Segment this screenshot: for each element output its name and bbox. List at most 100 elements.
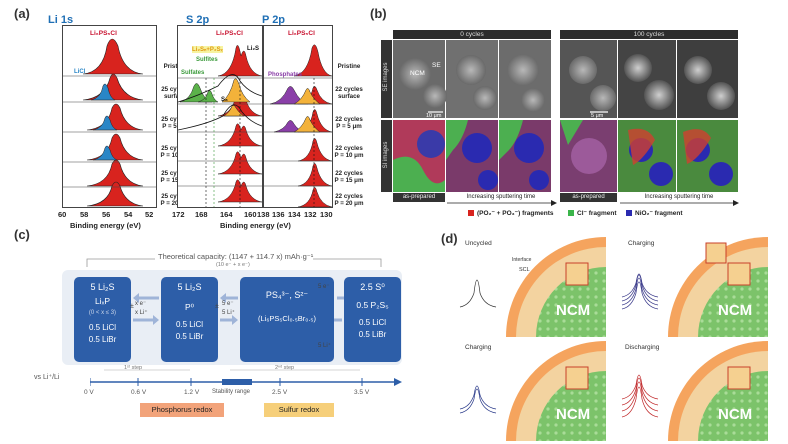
box4-line2: 0.5 P₂S₅ [356,300,389,310]
p-tick: 136 [272,210,285,219]
stability-label: Stability range [212,389,251,395]
d-title-discharging: Discharging [625,344,660,351]
se-image-strip [393,40,738,118]
li-tick: 60 [58,210,67,219]
state-box-2: 5 Li₂S P⁰ 0.5 LiCl 0.5 LiBr [161,277,218,362]
legend-po: (PO₂⁻ + PO₃⁻) fragments [477,210,554,217]
ncm-label-4: NCM [718,406,753,423]
volt-0: 0 V [84,389,94,396]
panel-label-b: (b) [370,6,387,21]
state-box-1: 5 Li₂S LiₓP (0 < x ≤ 3) 0.5 LiCl 0.5 LiB… [74,277,131,362]
li-compound-label: Li₆PS₅Cl [90,30,117,37]
b-header-0cycles: 0 cycles [393,30,551,39]
arrow-label-xe: x e⁻ [135,301,147,307]
li-tick: 56 [102,210,111,219]
lisx-label: Li₂Sₙ+P₂Sₓ [192,46,223,53]
li-tick: 54 [124,210,133,219]
voltage-axis [90,369,402,386]
volt-25: 2.5 V [272,389,288,396]
li-tick: 58 [80,210,89,219]
volt-12: 1.2 V [184,389,200,396]
panel-label-a: (a) [14,6,30,21]
s-tick: 172 [172,210,185,219]
scale-10um: 10 μm [426,113,442,119]
p-tick: 132 [304,210,317,219]
arrows-3-4 [334,296,344,322]
p2p-spectra [264,44,332,207]
s-tick: 164 [220,210,233,219]
legend-swatch-po [468,210,474,216]
pm-2: ± [215,303,219,310]
sulfates-label: Sulfates [181,70,205,76]
d-title-uncycled: Uncycled [465,240,492,247]
legend-cl: Cl⁻ fragment [577,210,617,217]
ncm-label: NCM [410,70,425,77]
arrow-label-5li-2: 5 Li⁺ [318,343,331,349]
p-tick: 134 [288,210,301,219]
p-row-label: 22 cycles P = 10 μm [334,145,364,159]
asprep-tag-1: as-prepared [393,193,445,202]
p-row-label: 22 cycles P = 20 μm [334,193,364,207]
p2p-plot [263,25,333,208]
volt-35: 3.5 V [354,389,370,396]
p-tick: 130 [320,210,333,219]
box1-line2: LiₓP [94,296,111,306]
volt-06: 0.6 V [131,389,147,396]
p-row-label: Pristine [337,63,361,70]
arrow-label-xli: x Li⁺ [135,310,148,316]
box2-line3: 0.5 LiCl [175,320,204,329]
panel-label-d: (d) [441,231,458,246]
se-label: SE [432,62,441,69]
phosphorus-redox-tag: Phosphorus redox [140,403,224,417]
scl-label: SCL [519,267,530,273]
vs-label: vs Li⁺/Li [34,374,60,381]
box2-line2: P⁰ [184,302,195,312]
d-title-charging-1: Charging [628,240,655,247]
ncm-label-1: NCM [556,302,591,319]
box1-line1: 5 Li₂S [90,282,115,292]
s2p-title: S 2p [186,14,210,26]
s-compound-label: Li₆PS₅Cl [216,30,243,37]
state-box-3: PS₄³⁻, S²⁻ (Li₆PS₅Cl₀.₅Br₀.₅) [240,277,334,362]
legend-nio: NiO₂⁻ fragment [635,210,683,217]
interface-label: Interface [512,257,532,263]
arrow-label-5e-1: 5 e⁻ [222,301,234,307]
p-row-label: 22 cycles P = 15 μm [334,170,364,184]
p-row-label: 22 cycles P = 5 μm [335,116,363,130]
sp-xlabel: Binding energy (eV) [220,221,291,230]
box1-line5: 0.5 LiBr [88,335,117,344]
p-row-label: 22 cycles surface [335,86,363,100]
box4-line3: 0.5 LiCl [358,318,387,327]
se-images-label: SE images [383,62,389,92]
ncm-label-2: NCM [718,302,753,319]
se-side: SE images [381,40,392,118]
ncm-label-3: NCM [556,406,591,423]
phosphates-label: Phosphates [268,72,303,78]
box1-line4: 0.5 LiCl [88,323,117,332]
pm-1: ± [130,303,134,310]
d-figure [459,237,768,441]
si-side: SI images [381,120,392,192]
incr-label-2: Increasing sputtering time [644,194,714,200]
arrows-1-2 [133,293,159,325]
li-row-label: Pristine [163,63,187,70]
arrow-label-5li-1: 5 Li⁺ [222,310,235,316]
incr-label-1: Increasing sputtering time [466,194,536,200]
incr-arrow-2 [620,200,739,206]
box3-line1: PS₄³⁻, S²⁻ [265,290,309,300]
panel-label-c: (c) [14,227,30,242]
capacity-sub: (10 e⁻ + x e⁻) [216,262,250,268]
si-image-strip [393,120,738,192]
box1-line3: (0 < x ≤ 3) [88,310,117,316]
b-header-100cycles: 100 cycles [560,30,738,39]
sulfites-label: Sulfites [196,57,218,63]
box4-line4: 0.5 LiBr [358,330,387,339]
capacity-text: Theoretical capacity: (1147 + 114.7 x) m… [158,252,314,261]
box2-line4: 0.5 LiBr [175,332,204,341]
s-tick: 168 [195,210,208,219]
arrow-label-5e-2: 5 e⁻ [318,284,330,290]
step1-label: 1ˢᵗ step [124,365,143,371]
li1s-title: Li 1s [48,14,74,26]
li-tick: 52 [145,210,154,219]
incr-arrow-1 [447,200,557,206]
